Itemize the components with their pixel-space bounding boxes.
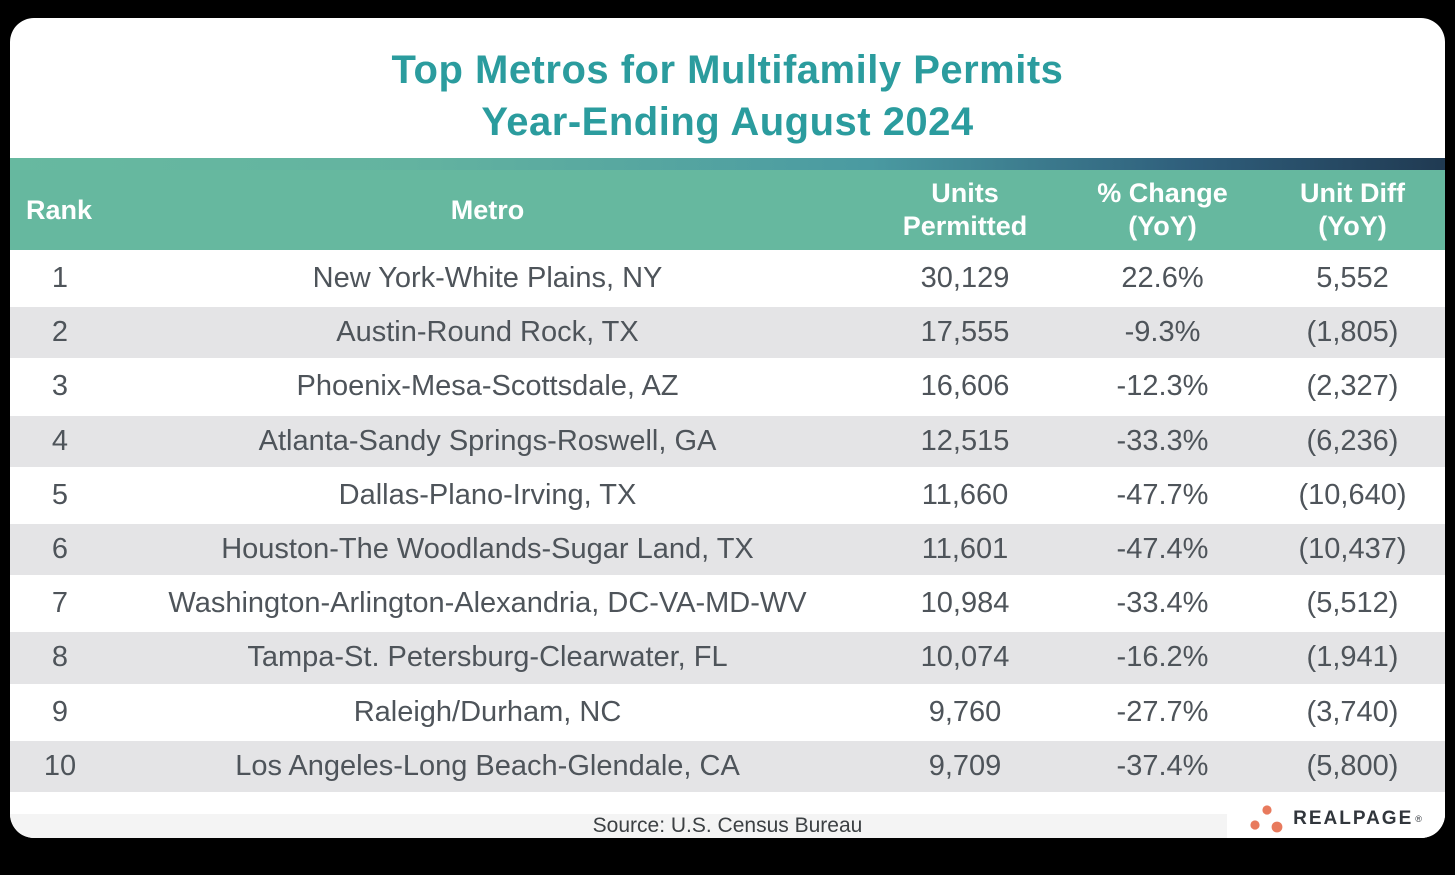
rank-cell: 3 (51, 370, 69, 403)
units-cell: 12,515 (920, 424, 1010, 457)
table-row: 8 Tampa-St. Petersburg-Clearwater, FL 10… (10, 632, 1445, 687)
rank-cell: 7 (51, 587, 69, 620)
units-cell: 30,129 (920, 262, 1010, 295)
page-title-line2: Year-Ending August 2024 (481, 100, 974, 144)
units-cell: 11,601 (921, 533, 1009, 566)
rank-cell: 9 (51, 695, 69, 728)
units-cell: 17,555 (920, 316, 1010, 349)
table-row: 4 Atlanta-Sandy Springs-Roswell, GA 12,5… (10, 415, 1445, 470)
rank-cell: 4 (51, 424, 69, 457)
rank-cell: 2 (51, 316, 69, 349)
source-label: Source: U.S. Census Bureau (592, 814, 863, 837)
change-cell: -47.7% (1116, 478, 1209, 511)
metro-cell: Raleigh/Durham, NC (353, 695, 622, 728)
table-row: 5 Dallas-Plano-Irving, TX 11,660 -47.7% … (10, 469, 1445, 524)
metro-cell: Los Angeles-Long Beach-Glendale, CA (235, 749, 740, 782)
column-header-rank: Rank (26, 194, 93, 225)
column-header-units-line1: Units (931, 178, 999, 208)
diff-cell: (1,805) (1306, 316, 1399, 349)
realpage-wordmark: REALPAGE (1293, 808, 1414, 829)
change-cell: -9.3% (1124, 316, 1201, 349)
units-cell: 9,709 (928, 749, 1002, 782)
rank-cell: 5 (51, 478, 69, 511)
rank-cell: 6 (51, 533, 69, 566)
change-cell: -47.4% (1116, 533, 1209, 566)
page-title-line1: Top Metros for Multifamily Permits (391, 48, 1064, 92)
change-cell: -37.4% (1116, 749, 1209, 782)
rank-cell: 8 (51, 641, 69, 674)
diff-cell: (3,740) (1306, 695, 1399, 728)
table-row: 2 Austin-Round Rock, TX 17,555 -9.3% (1,… (10, 307, 1445, 362)
column-header-percent-change: % Change (YoY) (1065, 177, 1260, 243)
units-cell: 16,606 (920, 370, 1010, 403)
table-header-row: Rank Metro Units Permitted % Change (YoY… (10, 170, 1445, 250)
column-header-change-line1: % Change (1097, 178, 1228, 208)
source-note: Source: U.S. Census Bureau (10, 814, 1445, 838)
diff-cell: (10,640) (1298, 478, 1407, 511)
metro-cell: Austin-Round Rock, TX (336, 316, 639, 349)
units-cell: 10,074 (920, 641, 1010, 674)
column-header-unit-diff: Unit Diff (YoY) (1260, 177, 1445, 243)
page-title: Top Metros for Multifamily Permits Year-… (10, 18, 1445, 158)
column-header-units-permitted: Units Permitted (865, 177, 1065, 243)
change-cell: -33.3% (1116, 424, 1209, 457)
diff-cell: (2,327) (1306, 370, 1399, 403)
column-header-diff-line1: Unit Diff (1300, 178, 1405, 208)
units-cell: 10,984 (920, 587, 1010, 620)
metro-cell: Phoenix-Mesa-Scottsdale, AZ (296, 370, 679, 403)
metro-cell: Tampa-St. Petersburg-Clearwater, FL (247, 641, 728, 674)
change-cell: -27.7% (1116, 695, 1209, 728)
table-row: 9 Raleigh/Durham, NC 9,760 -27.7% (3,740… (10, 686, 1445, 741)
change-cell: 22.6% (1121, 262, 1204, 295)
diff-cell: (1,941) (1306, 641, 1399, 674)
column-header-diff-line2: (YoY) (1318, 211, 1387, 241)
accent-gradient-bar (10, 158, 1445, 170)
units-cell: 11,660 (921, 478, 1009, 511)
diff-cell: (5,512) (1306, 587, 1399, 620)
units-cell: 9,760 (928, 695, 1002, 728)
table-body: 1 New York-White Plains, NY 30,129 22.6%… (10, 253, 1445, 795)
infographic-card: Top Metros for Multifamily Permits Year-… (10, 18, 1445, 838)
metro-cell: Atlanta-Sandy Springs-Roswell, GA (258, 424, 717, 457)
diff-cell: 5,552 (1316, 262, 1389, 295)
diff-cell: (6,236) (1306, 424, 1399, 457)
metro-cell: New York-White Plains, NY (312, 262, 663, 295)
diff-cell: (5,800) (1306, 749, 1399, 782)
rank-cell: 1 (51, 262, 69, 295)
column-header-metro: Metro (450, 194, 525, 225)
table-row: 6 Houston-The Woodlands-Sugar Land, TX 1… (10, 523, 1445, 579)
table-row: 3 Phoenix-Mesa-Scottsdale, AZ 16,606 -12… (10, 361, 1445, 416)
diff-cell: (10,437) (1298, 533, 1407, 566)
change-cell: -16.2% (1116, 641, 1209, 674)
rank-cell: 10 (43, 749, 77, 782)
column-header-change-line2: (YoY) (1128, 211, 1197, 241)
table-row: 1 New York-White Plains, NY 30,129 22.6%… (10, 253, 1445, 308)
metro-cell: Dallas-Plano-Irving, TX (338, 478, 637, 511)
change-cell: -12.3% (1116, 370, 1209, 403)
registered-trademark-mark: ® (1415, 814, 1422, 824)
change-cell: -33.4% (1116, 587, 1209, 620)
metro-cell: Washington-Arlington-Alexandria, DC-VA-M… (168, 587, 807, 620)
realpage-dots-icon (1250, 804, 1286, 834)
table-row: 10 Los Angeles-Long Beach-Glendale, CA 9… (10, 740, 1445, 795)
metro-cell: Houston-The Woodlands-Sugar Land, TX (221, 533, 754, 566)
column-header-units-line2: Permitted (902, 211, 1028, 241)
table-row: 7 Washington-Arlington-Alexandria, DC-VA… (10, 578, 1445, 633)
realpage-logo: REALPAGE ® (1227, 800, 1445, 838)
